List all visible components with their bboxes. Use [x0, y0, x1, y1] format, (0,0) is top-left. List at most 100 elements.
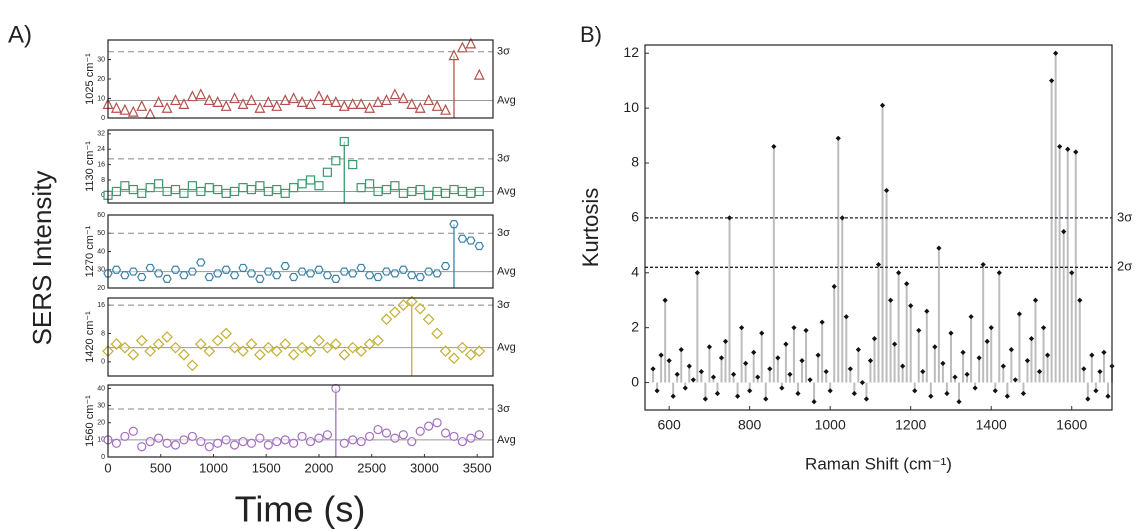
marker	[843, 314, 849, 320]
marker	[867, 358, 874, 364]
marker	[474, 241, 484, 251]
marker	[432, 418, 442, 428]
marker	[1004, 393, 1010, 399]
marker	[280, 188, 290, 198]
marker	[928, 393, 934, 399]
marker	[381, 184, 392, 195]
marker	[1024, 358, 1031, 364]
marker	[187, 431, 197, 442]
marker	[662, 297, 668, 303]
marker	[1093, 388, 1099, 394]
marker	[1089, 352, 1095, 358]
marker	[465, 348, 477, 361]
marker	[380, 94, 392, 106]
marker	[948, 330, 954, 336]
marker	[297, 267, 307, 276]
y-tick-label: 30	[97, 267, 105, 274]
marker	[356, 436, 366, 447]
marker	[238, 263, 248, 272]
marker	[304, 345, 317, 358]
marker	[229, 186, 240, 197]
marker	[120, 431, 130, 442]
y-tick-label: 6	[631, 209, 639, 225]
marker	[819, 319, 825, 325]
marker	[405, 295, 418, 308]
marker	[457, 436, 468, 447]
y-tick-label: 2	[631, 318, 639, 334]
marker	[127, 348, 140, 361]
marker	[154, 179, 164, 189]
marker	[153, 96, 165, 108]
marker	[390, 181, 400, 191]
marker	[288, 272, 299, 282]
marker	[255, 274, 265, 283]
marker	[322, 430, 332, 440]
marker	[348, 435, 358, 445]
marker	[355, 345, 367, 358]
marker	[449, 184, 459, 195]
marker	[835, 135, 841, 141]
marker	[726, 215, 733, 221]
marker	[783, 341, 789, 347]
marker	[851, 390, 857, 397]
marker	[407, 271, 417, 280]
marker	[364, 271, 375, 280]
marker	[407, 436, 417, 447]
x-tick-label: 500	[150, 460, 172, 475]
threshold-label: 3σ	[497, 46, 510, 58]
marker	[254, 348, 266, 361]
marker	[145, 263, 155, 272]
marker	[203, 94, 215, 106]
marker	[263, 440, 273, 450]
marker	[779, 385, 785, 391]
marker	[288, 92, 300, 104]
x-axis-title: Raman Shift (cm⁻¹)	[805, 454, 952, 473]
marker	[650, 366, 656, 372]
marker	[972, 385, 978, 391]
marker	[246, 184, 257, 195]
marker	[372, 334, 384, 347]
marker	[238, 436, 248, 447]
marker	[229, 92, 241, 104]
marker	[153, 269, 164, 278]
marker	[271, 99, 283, 111]
marker	[855, 347, 861, 353]
marker	[1065, 146, 1071, 152]
y-axis-title: SERS Intensity	[27, 171, 57, 346]
marker	[280, 435, 290, 445]
plot-frame	[107, 384, 494, 458]
marker	[255, 433, 265, 443]
marker	[1061, 229, 1067, 235]
marker	[221, 188, 231, 198]
marker	[706, 344, 713, 350]
marker	[702, 396, 708, 402]
marker	[449, 220, 459, 229]
marker	[730, 371, 737, 377]
marker	[952, 374, 958, 380]
marker	[380, 313, 393, 326]
marker	[755, 374, 761, 380]
marker	[984, 338, 990, 344]
marker	[415, 184, 425, 195]
marker	[456, 41, 468, 53]
marker	[710, 374, 717, 380]
marker	[154, 433, 164, 443]
marker	[466, 236, 476, 245]
y-tick-label: 16	[97, 161, 105, 168]
marker	[439, 345, 452, 358]
marker	[686, 363, 692, 369]
marker	[221, 265, 231, 274]
marker	[734, 393, 741, 399]
marker	[330, 96, 342, 108]
marker	[194, 338, 207, 350]
marker	[373, 272, 383, 282]
marker	[245, 94, 257, 106]
marker	[145, 183, 155, 193]
y-tick-label: 8	[101, 330, 105, 337]
marker	[297, 431, 307, 442]
marker	[270, 345, 283, 358]
marker	[440, 428, 451, 438]
marker	[287, 348, 300, 361]
marker	[221, 435, 231, 445]
